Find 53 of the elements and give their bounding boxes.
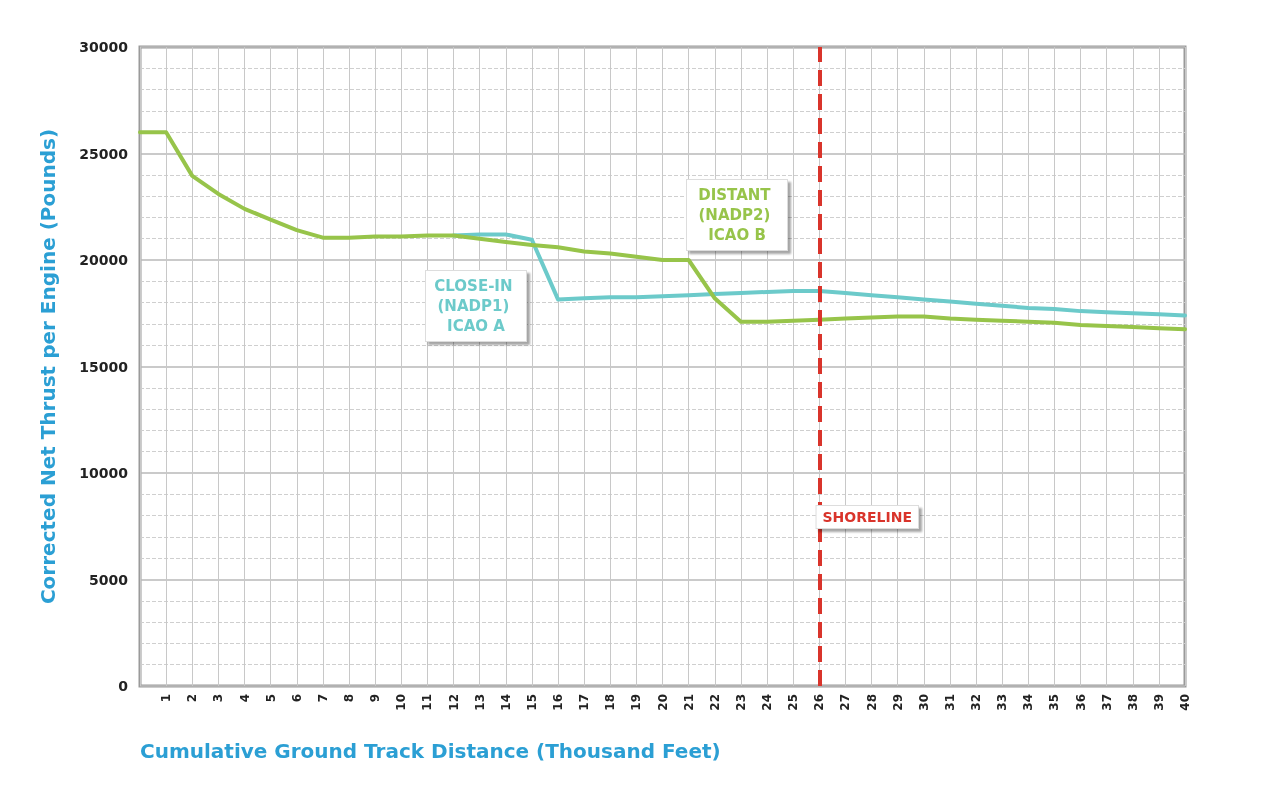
x-tick-label: 32 bbox=[969, 694, 983, 711]
x-tick-label: 10 bbox=[394, 694, 409, 711]
y-tick-label: 15000 bbox=[79, 358, 129, 375]
x-tick-label: 15 bbox=[524, 694, 539, 711]
x-tick-label: 11 bbox=[420, 694, 435, 711]
x-tick-label: 1 bbox=[159, 694, 174, 703]
x-tick-label: 24 bbox=[760, 694, 774, 711]
x-tick-label: 27 bbox=[838, 694, 853, 711]
y-tick-label: 0 bbox=[118, 678, 129, 694]
x-tick-label: 4 bbox=[237, 694, 252, 703]
y-tick-label: 5000 bbox=[89, 571, 129, 588]
x-tick-label: 21 bbox=[681, 694, 696, 711]
x-tick-label: 12 bbox=[446, 694, 461, 711]
x-tick-label: 8 bbox=[342, 694, 356, 703]
x-tick-label: 33 bbox=[995, 694, 1010, 711]
x-tick-label: 35 bbox=[1047, 694, 1062, 711]
x-tick-label: 16 bbox=[551, 694, 565, 711]
x-tick-label: 25 bbox=[786, 694, 801, 711]
x-tick-label: 38 bbox=[1125, 694, 1140, 711]
x-tick-label: 18 bbox=[603, 694, 618, 711]
ref-line-label: SHORELINE bbox=[822, 509, 912, 525]
x-tick-label: 29 bbox=[890, 694, 905, 711]
x-tick-label: 20 bbox=[655, 694, 670, 711]
x-tick-label: 5 bbox=[263, 694, 278, 703]
x-tick-label: 39 bbox=[1151, 694, 1166, 711]
x-tick-label: 30 bbox=[916, 694, 931, 711]
x-tick-label: 2 bbox=[185, 694, 200, 703]
y-tick-label: 20000 bbox=[79, 252, 129, 268]
series-label: DISTANT (NADP2) ICAO B bbox=[698, 186, 776, 244]
x-tick-label: 17 bbox=[577, 694, 592, 711]
y-tick-label: 30000 bbox=[79, 39, 129, 55]
x-axis-title: Cumulative Ground Track Distance (Thousand Feet) bbox=[140, 739, 721, 763]
x-tick-label: 36 bbox=[1073, 694, 1088, 711]
x-tick-label: 22 bbox=[707, 694, 722, 711]
x-tick-label: 6 bbox=[289, 694, 304, 703]
x-tick-label: 26 bbox=[812, 694, 827, 711]
y-tick-label: 10000 bbox=[79, 465, 129, 481]
x-tick-label: 34 bbox=[1021, 694, 1036, 711]
x-tick-label: 13 bbox=[472, 694, 487, 711]
x-tick-label: 23 bbox=[733, 694, 748, 711]
x-tick-label: 3 bbox=[211, 694, 226, 703]
x-tick-label: 19 bbox=[629, 694, 644, 711]
text: CLOSE-IN (NADP1) ICAO A bbox=[434, 277, 518, 335]
x-tick-label: 7 bbox=[315, 694, 330, 703]
y-tick-label: 25000 bbox=[79, 145, 129, 162]
y-axis-title: Corrected Net Thrust per Engine (Pounds) bbox=[36, 128, 60, 605]
line-series bbox=[138, 130, 1187, 332]
x-tick-label: 37 bbox=[1099, 694, 1114, 711]
x-tick-label: 9 bbox=[368, 694, 383, 703]
x-tick-label: 31 bbox=[942, 694, 957, 711]
x-tick-label: 14 bbox=[498, 694, 513, 711]
x-tick-label: 28 bbox=[864, 694, 879, 711]
x-tick-label: 40 bbox=[1178, 694, 1192, 711]
